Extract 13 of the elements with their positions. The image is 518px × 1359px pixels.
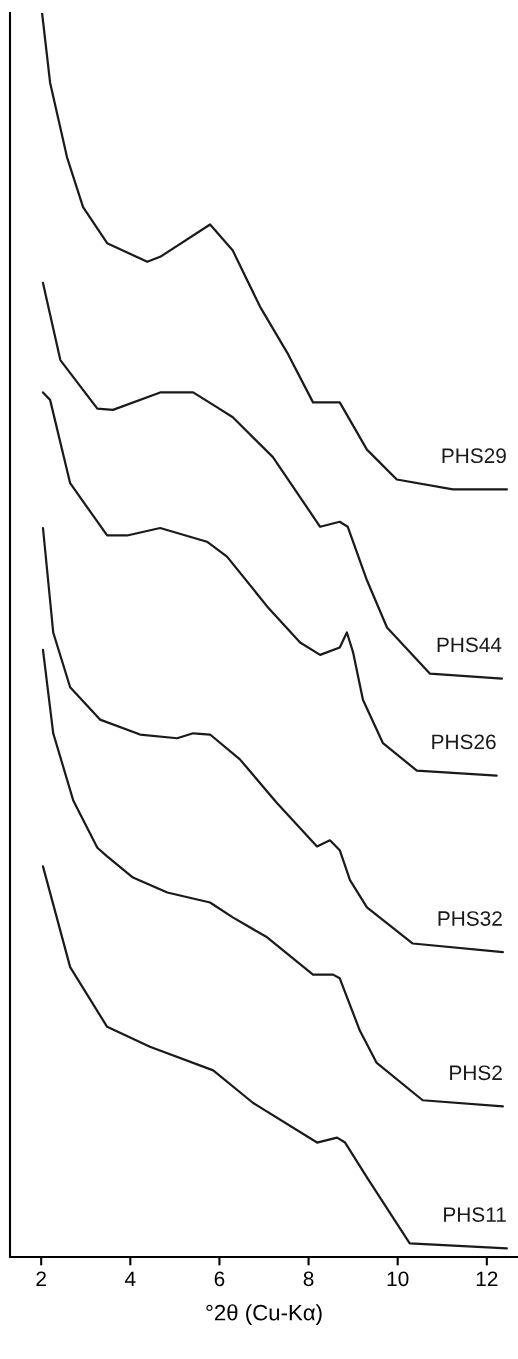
x-tick-label: 10 bbox=[387, 1271, 409, 1287]
series-label: PHS44 bbox=[437, 637, 502, 653]
series-label: PHS32 bbox=[438, 911, 502, 926]
series-label: PHS11 bbox=[444, 1207, 506, 1222]
series-label: PHS2 bbox=[450, 1065, 502, 1081]
x-tick-label: 12 bbox=[476, 1271, 498, 1286]
x-tick-label: 2 bbox=[36, 1271, 46, 1286]
x-tick-label: 8 bbox=[303, 1271, 314, 1287]
x-axis-title: °2θ (Cu-Kα) bbox=[206, 1304, 322, 1325]
series-label: PHS29 bbox=[442, 448, 506, 464]
x-tick-label: 6 bbox=[214, 1271, 225, 1287]
series-label: PHS26 bbox=[432, 734, 496, 750]
x-tick-label: 4 bbox=[125, 1271, 136, 1286]
